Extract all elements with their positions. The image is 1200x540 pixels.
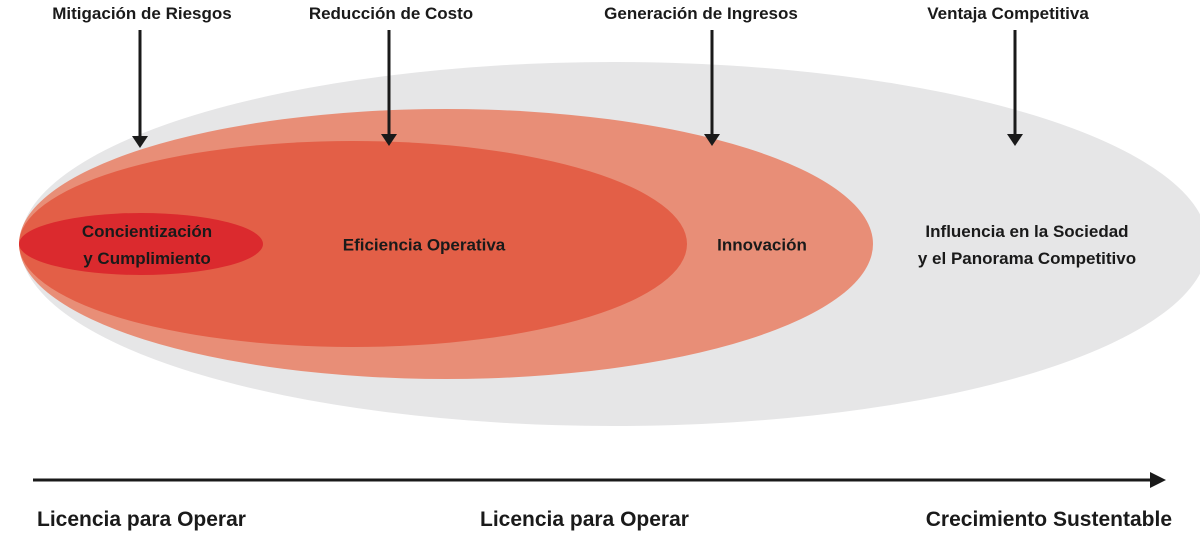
label-cost-reduction: Reducción de Costo [308, 4, 474, 23]
zone-efficiency-line1: Eficiencia Operativa [342, 235, 506, 255]
zone-innovation-label: Innovación [717, 232, 807, 259]
zone-awareness-line1: Concientización [81, 222, 213, 241]
axis-arrow [33, 472, 1166, 488]
label-competitive-advantage: Ventaja Competitiva [927, 4, 1089, 23]
arrow-cost [381, 30, 397, 146]
axis-label-right: Crecimiento Sustentable [925, 508, 1172, 531]
zone-influence-line1: Influencia en la Sociedad [925, 222, 1129, 241]
axis-label-left: Licencia para Operar [37, 508, 246, 531]
zone-influence-line2: y el Panorama Competitivo [917, 249, 1137, 268]
label-revenue-generation: Generación de Ingresos [604, 4, 798, 23]
zone-innovation-line1: Innovación [717, 235, 807, 255]
label-risk-mitigation: Mitigación de Riesgos [52, 4, 232, 23]
zone-awareness-shape [19, 213, 263, 275]
zone-efficiency-label: Eficiencia Operativa [343, 232, 506, 259]
arrow-revenue [704, 30, 720, 146]
arrow-advantage [1007, 30, 1023, 146]
zone-influence-label: Influencia en la Sociedad y el Panorama … [918, 218, 1136, 272]
zone-awareness-label: Concientización y Cumplimiento [82, 218, 212, 272]
axis-label-middle: Licencia para Operar [480, 508, 689, 531]
zone-efficiency-shape [19, 141, 687, 347]
arrow-risk [132, 30, 148, 148]
zone-awareness-line2: y Cumplimiento [83, 249, 211, 268]
